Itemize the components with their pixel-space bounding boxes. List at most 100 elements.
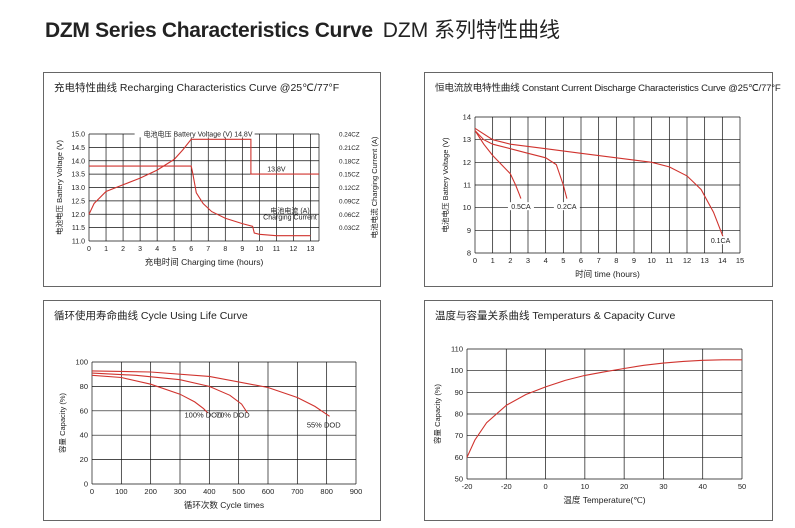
y-tick-label: 70 — [455, 431, 463, 440]
y2-tick-label: 0.18CZ — [339, 158, 360, 165]
series-line — [91, 374, 209, 414]
y2-tick-label: 0.24CZ — [339, 132, 360, 139]
x-tick-label: 4 — [155, 246, 159, 253]
series-label: 0.2CA — [557, 204, 577, 211]
y-tick-label: 13.0 — [71, 185, 85, 192]
x-tick-label: 14 — [718, 256, 726, 265]
x-tick-label: 1 — [104, 246, 108, 253]
x-tick-label: 0 — [543, 482, 547, 491]
y-tick-label: 14.0 — [71, 158, 85, 165]
x-tick-label: 6 — [189, 246, 193, 253]
x-tick-label: 9 — [240, 246, 244, 253]
x-tick-label: 50 — [738, 482, 746, 491]
y-tick-label: 50 — [455, 475, 463, 484]
x-axis-title: 时间 time (hours) — [575, 269, 640, 279]
x-tick-label: 0 — [90, 487, 94, 496]
y-tick-label: 80 — [455, 410, 463, 419]
y-tick-label: 15.0 — [71, 132, 85, 139]
x-tick-label: 600 — [262, 487, 275, 496]
label-bg — [507, 202, 534, 211]
y-tick-label: 20 — [80, 455, 88, 464]
y-tick-label: 10 — [463, 203, 471, 212]
x-axis-title: 循环次数 Cycle times — [184, 500, 264, 510]
x-tick-label: 500 — [232, 487, 245, 496]
x-tick-label: 8 — [614, 256, 618, 265]
y2-tick-label: 0.03CZ — [339, 225, 360, 232]
series-line — [474, 130, 568, 199]
y-tick-label: 14.5 — [71, 145, 85, 152]
series-line — [89, 165, 311, 237]
x-tick-label: 2 — [508, 256, 512, 265]
x-tick-label: 8 — [223, 246, 227, 253]
x-tick-label: 200 — [144, 487, 157, 496]
y-tick-label: 9 — [467, 226, 471, 235]
x-tick-label: 13 — [307, 246, 315, 253]
x-tick-label: 30 — [659, 482, 667, 491]
x-tick-label: 9 — [632, 256, 636, 265]
x-tick-label: 300 — [174, 487, 187, 496]
panel-cycle-life: 循环使用寿命曲线 Cycle Using Life Curve 0 100 200 3… — [43, 300, 381, 521]
x-tick-label: 15 — [736, 256, 744, 265]
y-axis-title: 容量 Capacity (%) — [432, 383, 442, 444]
y2-tick-label: 0.21CZ — [339, 145, 360, 152]
y-tick-label: 60 — [455, 453, 463, 462]
series-line — [91, 370, 330, 417]
y2-axis-title: 电池电流 Charging Current (A) — [369, 136, 379, 238]
y-tick-label: 60 — [80, 406, 88, 415]
x-tick-label: -20 — [501, 482, 512, 491]
label-bg — [553, 202, 580, 211]
chart-title: 充电特性曲线 Recharging Characteristics Curve … — [54, 82, 340, 94]
x-tick-label: 11 — [665, 256, 673, 265]
y2-tick-label: 0.09CZ — [339, 198, 360, 205]
page-title: DZM Series Characteristics Curve DZM 系列特性… — [45, 14, 560, 44]
series-label: 0.1CA — [711, 238, 731, 245]
series-line — [91, 372, 248, 414]
x-tick-label: 10 — [581, 482, 589, 491]
x-axis-title: 充电时间 Charging time (hours) — [145, 257, 264, 267]
panel-discharge: 恒电流放电特性曲线 Constant Current Discharge Cha… — [424, 72, 781, 287]
x-tick-label: 11 — [273, 246, 280, 253]
series-line — [466, 359, 742, 458]
x-axis-title: 温度 Temperature(℃) — [563, 495, 645, 505]
y-axis-title: 电池电压 Battery Voltage (V) — [54, 139, 64, 235]
y2-tick-label: 0.12CZ — [339, 185, 360, 192]
y-tick-label: 11.0 — [72, 239, 85, 246]
y2-tick-label: 0.15CZ — [339, 172, 360, 179]
series-label: 0.5CA — [511, 204, 531, 211]
y-axis-title: 电池电压 Battery Voltage (V) — [440, 137, 450, 233]
voltage-annotation: 电池电压 Battery Voltage (V) 14.8V — [144, 129, 253, 138]
chart-title: 循环使用寿命曲线 Cycle Using Life Curve — [54, 310, 248, 322]
y-tick-label: 12 — [463, 158, 471, 167]
x-tick-label: 7 — [597, 256, 601, 265]
y-tick-label: 8 — [467, 249, 471, 258]
x-tick-label: 5 — [172, 246, 176, 253]
x-tick-label: 12 — [290, 246, 298, 253]
y2-tick-label: 0.06CZ — [339, 212, 360, 219]
series-label: 70% DOD — [216, 410, 250, 419]
y-tick-label: 80 — [80, 382, 88, 391]
x-tick-label: 0 — [473, 256, 477, 265]
x-tick-label: 40 — [699, 482, 707, 491]
page-title-cn: DZM 系列特性曲线 — [382, 19, 561, 42]
x-tick-label: 100 — [115, 487, 128, 496]
x-tick-label: 0 — [87, 246, 91, 253]
x-tick-label: 13 — [700, 256, 708, 265]
x-tick-label: 3 — [138, 246, 142, 253]
y-tick-label: 14 — [463, 113, 471, 122]
x-tick-label: 1 — [491, 256, 495, 265]
x-tick-label: 900 — [350, 487, 363, 496]
x-tick-label: 4 — [544, 256, 548, 265]
x-tick-label: 10 — [255, 246, 263, 253]
x-tick-label: -20 — [462, 482, 473, 491]
y-tick-label: 100 — [75, 358, 88, 367]
chart-title: 温度与容量关系曲线 Temperaturs & Capacity Curve — [435, 310, 676, 322]
y-tick-label: 11.5 — [72, 225, 85, 232]
current-annotation-cn: 电池电流 (A) — [270, 206, 309, 215]
page-title-en: DZM Series Characteristics Curve — [45, 19, 373, 42]
current-annotation-en: Charging Current — [263, 215, 317, 222]
x-tick-label: 5 — [561, 256, 565, 265]
y-tick-label: 12.0 — [71, 212, 85, 219]
x-tick-label: 6 — [579, 256, 583, 265]
x-tick-label: 700 — [291, 487, 304, 496]
